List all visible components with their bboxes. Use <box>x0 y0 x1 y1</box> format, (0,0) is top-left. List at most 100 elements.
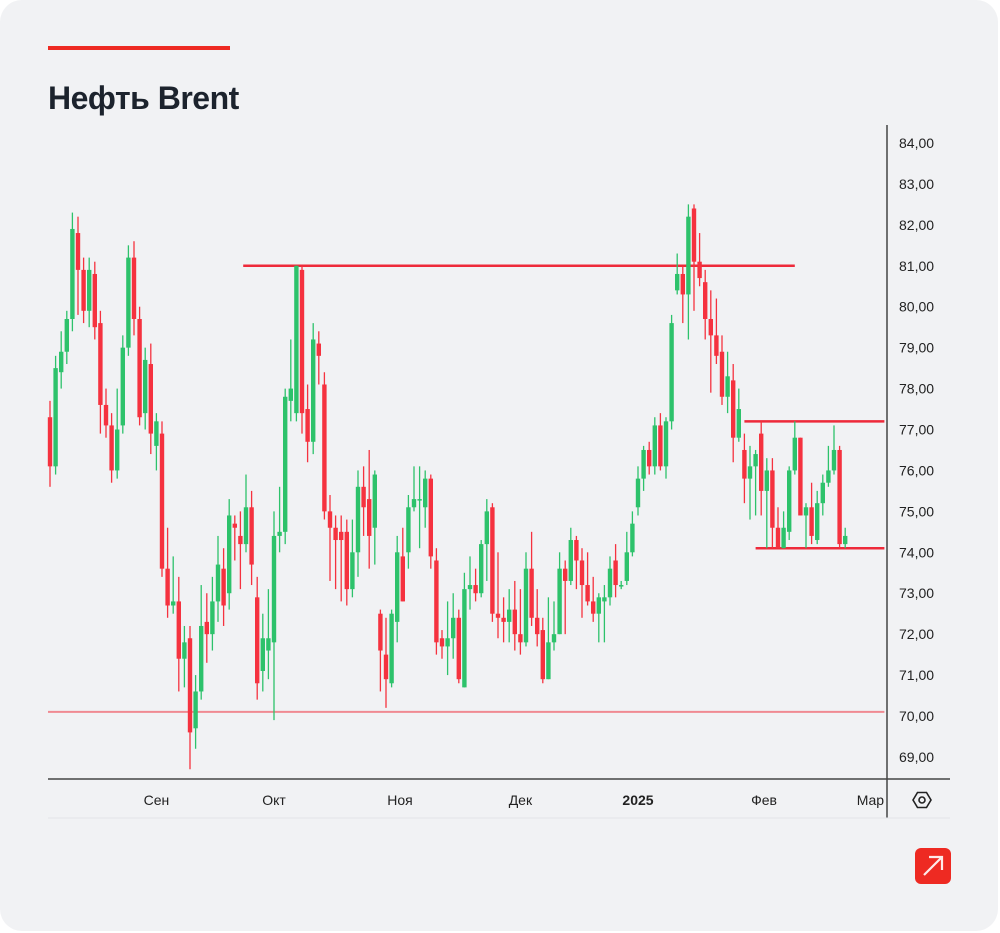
candle-body <box>271 535 277 643</box>
candle <box>260 613 265 692</box>
candle-body <box>53 368 58 467</box>
candle-body <box>87 269 92 311</box>
candle-body <box>467 585 473 590</box>
candle <box>652 417 657 475</box>
y-tick-label: 72,00 <box>899 626 934 642</box>
candle-body <box>770 470 775 528</box>
candle <box>305 384 310 463</box>
y-tick-label: 73,00 <box>899 585 934 601</box>
candle <box>820 474 825 516</box>
y-tick-label: 69,00 <box>899 749 934 765</box>
candle-body <box>831 449 837 471</box>
candle-body <box>613 560 618 586</box>
candle-body <box>327 511 333 528</box>
candle <box>725 351 730 414</box>
candle <box>288 339 293 422</box>
candle <box>635 466 641 516</box>
candle-body <box>311 339 316 442</box>
candle-body <box>227 515 232 594</box>
candle-body <box>512 609 517 635</box>
candle <box>826 445 831 487</box>
candle <box>266 589 271 680</box>
candle <box>641 445 646 491</box>
candle <box>658 413 663 471</box>
candle <box>378 609 383 692</box>
candle-body <box>316 343 321 356</box>
candle <box>115 388 120 479</box>
candle-body <box>843 535 848 545</box>
candle <box>803 503 809 549</box>
candle-body <box>742 449 747 479</box>
candle-body <box>529 568 534 618</box>
candle-body <box>540 630 545 680</box>
candle <box>182 625 187 688</box>
candle <box>428 474 433 569</box>
candle-body <box>243 507 249 545</box>
candle-body <box>680 273 685 295</box>
candle <box>59 331 64 389</box>
candle-body <box>143 359 148 414</box>
candle <box>75 216 81 315</box>
candle <box>787 466 792 541</box>
candle <box>456 609 461 684</box>
candle <box>439 630 445 659</box>
candle-body <box>708 318 713 336</box>
candle-body <box>378 613 383 651</box>
candle-body <box>809 507 814 536</box>
candle <box>383 617 389 708</box>
candle-body <box>322 384 327 512</box>
candle-body <box>686 216 691 295</box>
candle-body <box>647 449 652 467</box>
candle <box>277 486 282 553</box>
candle-body <box>703 282 708 319</box>
candle-body <box>277 531 282 536</box>
y-tick-label: 84,00 <box>899 135 934 151</box>
candle <box>467 556 473 610</box>
hexagon-settings-icon[interactable] <box>912 791 932 809</box>
candle-body <box>602 597 607 602</box>
candle <box>333 515 338 590</box>
candle-body <box>288 388 293 401</box>
candle-body <box>92 273 97 328</box>
candle <box>809 482 814 545</box>
candle-body <box>395 552 400 622</box>
candle <box>271 511 277 721</box>
candle-body <box>120 347 125 426</box>
candle-body <box>255 597 260 684</box>
candle-body <box>59 351 64 373</box>
candle-body <box>826 470 831 483</box>
candle <box>434 548 439 655</box>
candle <box>187 625 193 770</box>
candle <box>843 527 848 549</box>
candle-body <box>607 568 613 598</box>
candle-body <box>551 634 557 643</box>
candle-body <box>725 376 730 397</box>
candle <box>283 388 288 545</box>
candle <box>165 527 170 618</box>
candle <box>546 597 551 680</box>
candle-body <box>126 257 131 348</box>
candle-body <box>585 585 590 602</box>
candle <box>350 519 355 598</box>
candle-body <box>215 564 221 602</box>
candle <box>535 589 540 647</box>
candle <box>815 490 820 545</box>
candle-body <box>81 269 86 311</box>
candle <box>232 515 237 561</box>
y-tick-label: 74,00 <box>899 544 934 560</box>
candle <box>568 527 573 586</box>
candle-body <box>434 560 439 643</box>
candle <box>355 470 361 577</box>
candle-body <box>591 601 596 614</box>
candle-body <box>182 642 187 659</box>
x-tick-label: Мар <box>857 792 885 808</box>
candle-body <box>350 552 355 590</box>
candle-body <box>473 585 478 594</box>
candle-body <box>658 425 663 467</box>
candle-body <box>697 261 702 279</box>
candle <box>585 552 590 606</box>
candle <box>747 445 753 520</box>
candle-body <box>456 617 461 680</box>
